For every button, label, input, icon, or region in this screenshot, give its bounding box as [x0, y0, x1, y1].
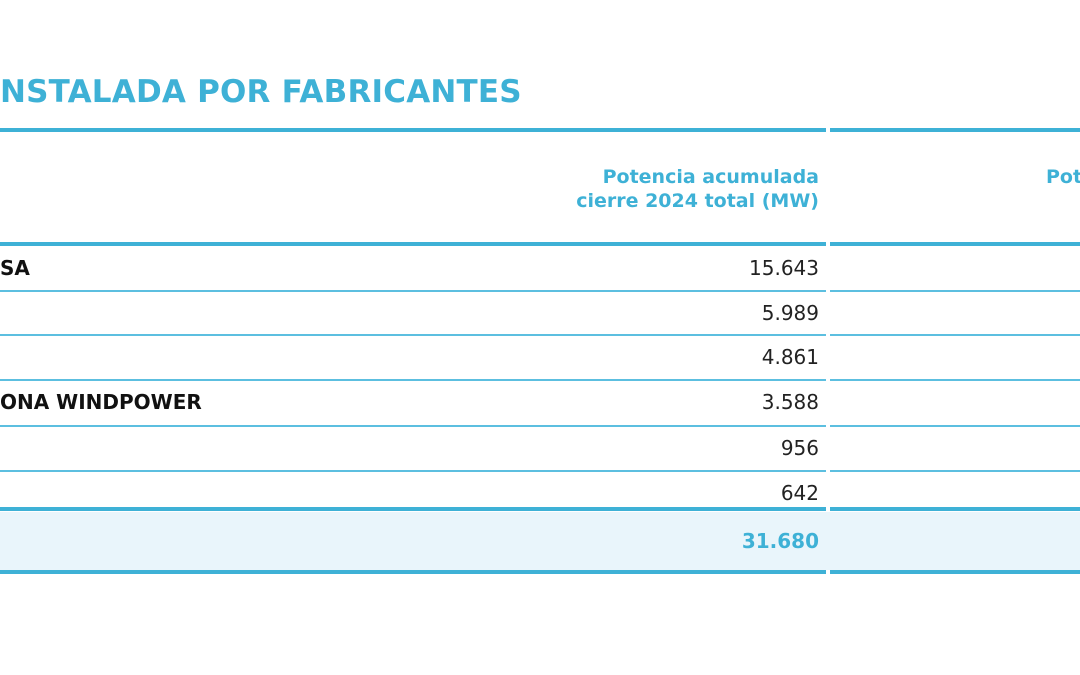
rule: [0, 128, 826, 132]
rule: [830, 507, 1080, 511]
row-name: ONA WINDPOWER: [0, 390, 202, 414]
rule: [830, 128, 1080, 132]
rule: [0, 507, 826, 511]
rule: [830, 334, 1080, 336]
rule: [0, 290, 826, 292]
column-header: Potencia acumulada: [602, 166, 819, 188]
table-title: NSTALADA POR FABRICANTES: [0, 74, 522, 110]
rule: [830, 425, 1080, 427]
rule: [830, 242, 1080, 246]
rule: [0, 570, 826, 574]
rule: [830, 290, 1080, 292]
row-value: 15.643: [749, 256, 819, 280]
rule: [0, 379, 826, 381]
rule: [0, 334, 826, 336]
rule: [0, 470, 826, 472]
row-value: 956: [780, 436, 819, 460]
rule: [830, 470, 1080, 472]
total-value: 31.680: [741, 529, 819, 553]
total-row-background: [0, 512, 1080, 570]
column-header: Pot: [1046, 166, 1080, 188]
rule: [830, 379, 1080, 381]
row-value: 3.588: [761, 390, 819, 414]
rule: [830, 570, 1080, 574]
rule: [0, 242, 826, 246]
rule: [0, 425, 826, 427]
row-value: 642: [780, 481, 819, 505]
row-value: 4.861: [761, 345, 819, 369]
column-header: cierre 2024 total (MW): [576, 190, 819, 212]
row-value: 5.989: [761, 301, 819, 325]
row-name: SA: [0, 256, 30, 280]
